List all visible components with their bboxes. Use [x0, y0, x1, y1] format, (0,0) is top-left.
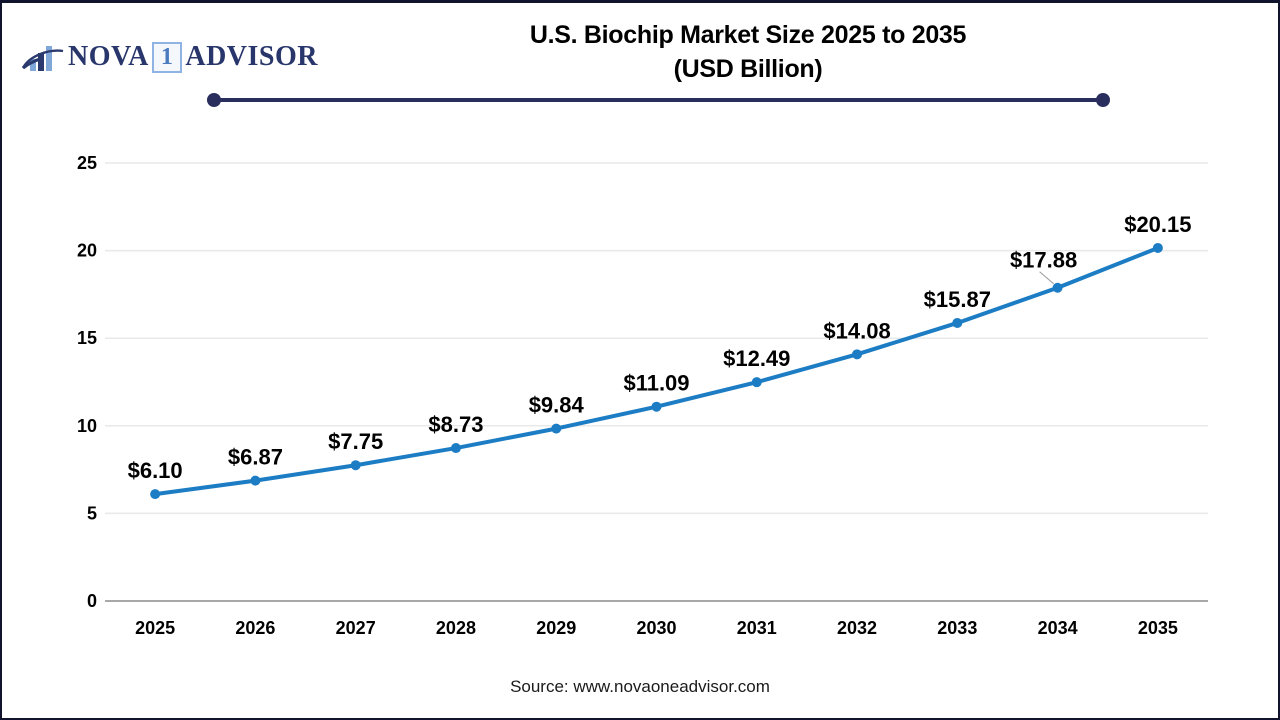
chart-title: U.S. Biochip Market Size 2025 to 2035 (U…	[398, 18, 1098, 86]
x-tick-label: 2031	[737, 618, 777, 638]
y-tick-label: 15	[77, 328, 97, 348]
data-point-marker	[1052, 282, 1063, 293]
chart-title-line2: (USD Billion)	[673, 55, 823, 83]
y-tick-label: 10	[77, 416, 97, 436]
data-point-label: $9.84	[529, 393, 585, 418]
y-tick-label: 5	[87, 503, 97, 523]
chart-title-line1: U.S. Biochip Market Size 2025 to 2035	[529, 21, 967, 49]
y-tick-label: 0	[87, 591, 97, 611]
data-point-marker	[651, 401, 662, 412]
label-leader-line	[1039, 271, 1054, 285]
data-point-label: $6.87	[228, 445, 283, 470]
data-point-label: $11.09	[623, 371, 689, 396]
x-tick-label: 2026	[235, 618, 275, 638]
logo-wordmark: NOVA 1 ADVISOR	[68, 41, 318, 73]
x-tick-label: 2028	[436, 618, 476, 638]
x-tick-label: 2029	[536, 618, 576, 638]
x-tick-label: 2035	[1138, 618, 1178, 638]
logo-number-badge: 1	[151, 41, 183, 73]
x-tick-label: 2030	[636, 618, 676, 638]
bar-chart-swoosh-icon	[22, 46, 64, 71]
data-point-marker	[150, 489, 161, 500]
x-tick-label: 2032	[837, 618, 877, 638]
y-tick-label: 25	[77, 153, 97, 173]
data-point-marker	[350, 460, 361, 471]
data-point-label: $7.75	[328, 429, 383, 454]
data-point-label: $15.87	[924, 287, 991, 312]
title-divider-line	[207, 93, 1110, 107]
data-point-marker	[450, 443, 461, 454]
data-point-marker	[751, 377, 762, 388]
data-point-label: $20.15	[1124, 212, 1191, 237]
data-point-marker	[1152, 242, 1163, 253]
x-tick-label: 2025	[135, 618, 175, 638]
source-text: Source: www.novaoneadvisor.com	[510, 677, 770, 696]
data-point-marker	[852, 349, 863, 360]
x-tick-label: 2034	[1038, 618, 1078, 638]
x-tick-label: 2027	[336, 618, 376, 638]
nova-one-advisor-logo: NOVA 1 ADVISOR	[22, 34, 318, 80]
data-point-label: $8.73	[428, 412, 483, 437]
logo-suffix: ADVISOR	[185, 41, 318, 72]
logo-prefix: NOVA	[68, 41, 149, 72]
data-point-label: $12.49	[723, 346, 790, 371]
data-point-label: $6.10	[128, 458, 183, 483]
data-point-marker	[250, 475, 261, 486]
data-point-marker	[551, 423, 562, 434]
data-point-label: $17.88	[1010, 248, 1077, 273]
y-tick-label: 20	[77, 241, 97, 261]
data-point-marker	[952, 317, 963, 328]
x-tick-label: 2033	[937, 618, 977, 638]
data-point-label: $14.08	[823, 318, 890, 343]
